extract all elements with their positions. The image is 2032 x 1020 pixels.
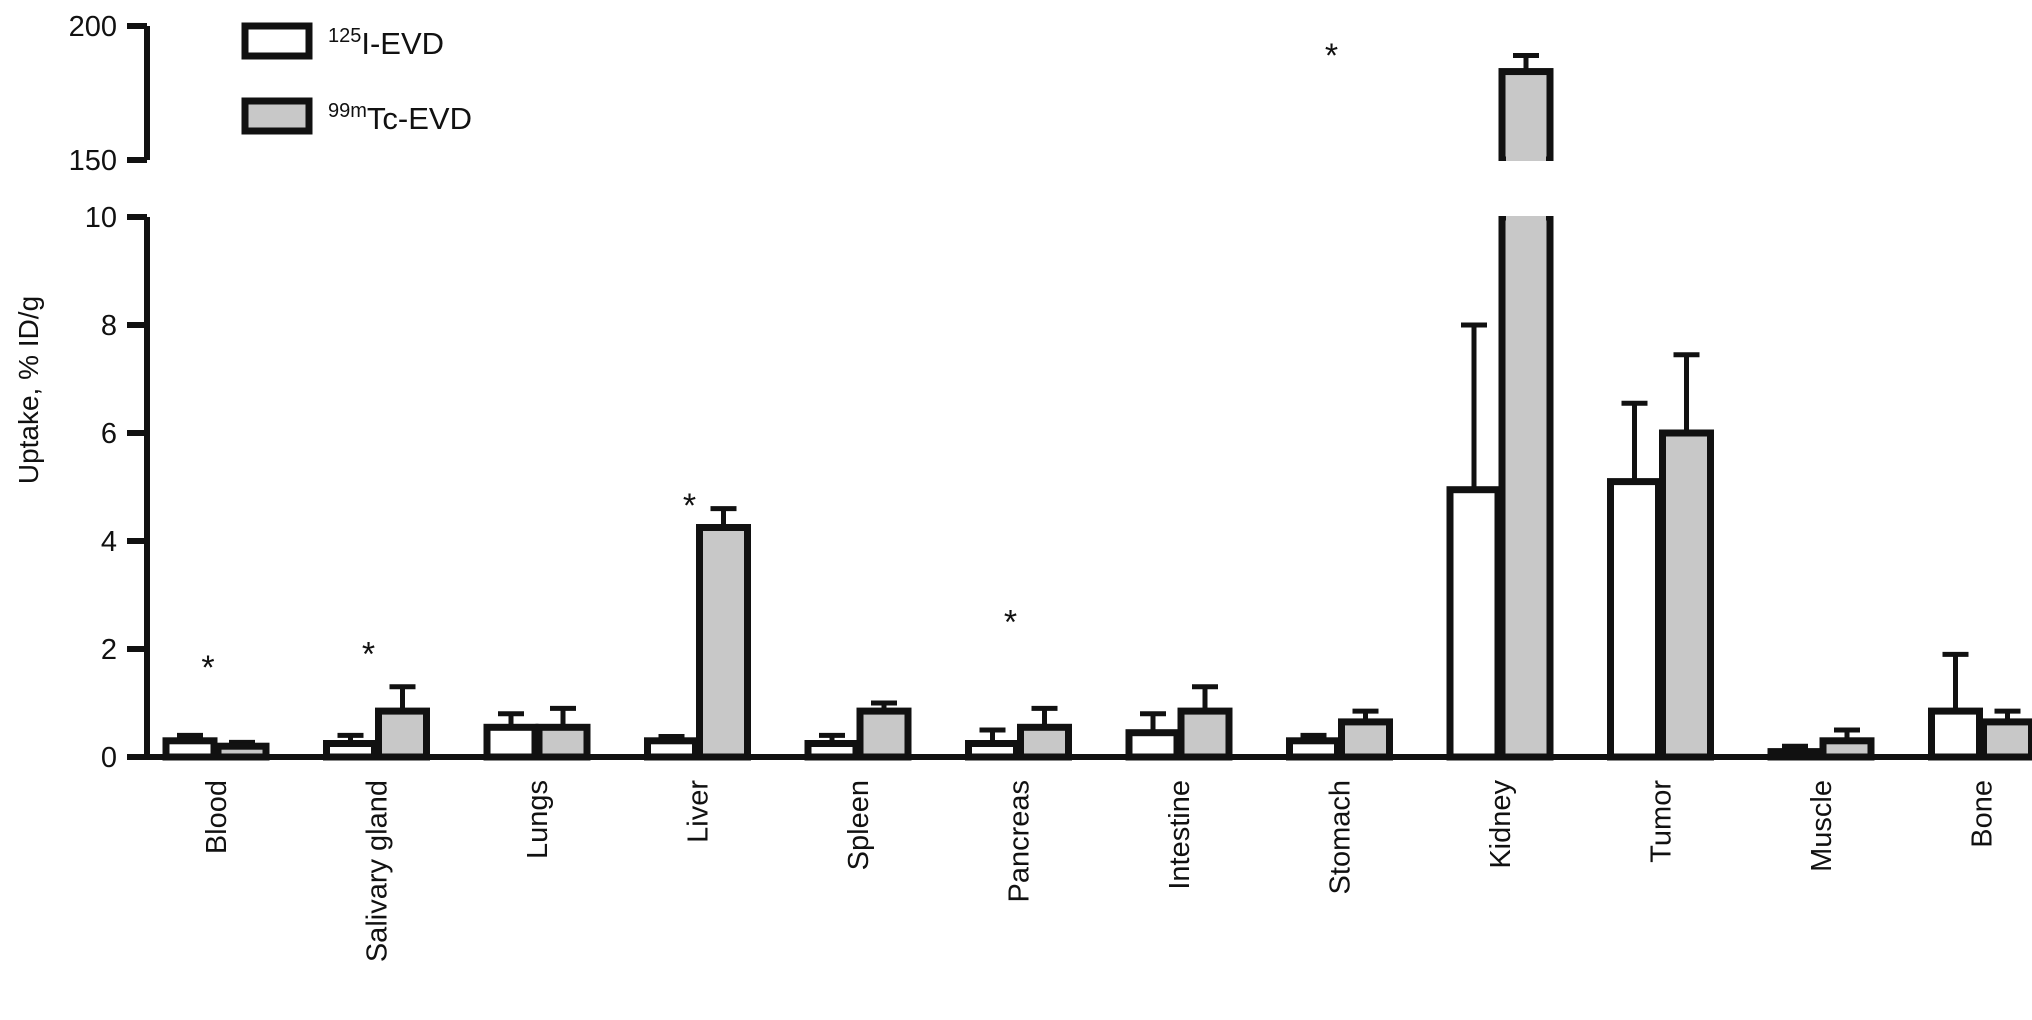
legend-label: 125I-EVD xyxy=(328,25,444,61)
bar xyxy=(1177,707,1233,761)
legend-swatch xyxy=(241,22,313,60)
bar xyxy=(1446,486,1502,761)
x-tick-labels: Blood Salivary gland Lungs Liver Spleen Pancr… xyxy=(201,780,1999,963)
bar xyxy=(965,740,1020,761)
x-tick-label: Muscle xyxy=(1806,780,1838,872)
bar-break-mask xyxy=(1506,213,1546,221)
y-tick-label: 150 xyxy=(69,145,117,177)
bar xyxy=(1767,748,1823,761)
y-tick-label: 200 xyxy=(69,11,117,43)
bar xyxy=(1607,478,1662,761)
bar xyxy=(162,737,218,761)
legend-label-superscript: 125 xyxy=(328,25,361,47)
y-tick-label: 4 xyxy=(101,526,117,558)
bar xyxy=(1928,707,1983,761)
bar xyxy=(1125,729,1181,761)
significance-asterisk: * xyxy=(201,649,214,687)
x-tick-label: Stomach xyxy=(1325,780,1357,894)
bar xyxy=(1286,737,1341,761)
bar xyxy=(375,707,430,761)
legend-label-superscript: 99m xyxy=(328,100,367,122)
bar xyxy=(214,742,270,761)
legend-label-text: I-EVD xyxy=(361,26,444,61)
x-tick-label: Lungs xyxy=(522,780,554,859)
x-tick-label: Liver xyxy=(683,780,715,843)
bar xyxy=(1819,737,1875,761)
bar-lower-segment xyxy=(1498,213,1554,761)
bar xyxy=(1980,718,2032,761)
legend: 125I-EVD 99mTc-EVD xyxy=(241,22,472,136)
bar xyxy=(323,740,378,761)
y-axis-label: Uptake, % ID/g xyxy=(13,296,44,484)
bar-break-mask xyxy=(1506,156,1546,164)
bars xyxy=(162,52,2032,761)
y-tick-label: 2 xyxy=(101,634,117,666)
bar xyxy=(1338,718,1393,761)
x-tick-label: Intestine xyxy=(1164,780,1196,890)
significance-asterisk: * xyxy=(683,487,696,525)
x-tick-label: Kidney xyxy=(1485,780,1517,869)
x-tick-label: Tumor xyxy=(1646,780,1678,863)
y-tick-label: 10 xyxy=(85,202,117,234)
bar xyxy=(483,723,539,761)
legend-label-text: Tc-EVD xyxy=(367,101,472,136)
significance-asterisk: * xyxy=(1004,603,1017,641)
x-tick-label: Spleen xyxy=(843,780,875,870)
significance-annotations: * * * * * xyxy=(201,37,1338,687)
bar xyxy=(535,723,591,761)
bar xyxy=(856,707,912,761)
y-tick-label: 8 xyxy=(101,310,117,342)
bar xyxy=(804,740,860,761)
significance-asterisk: * xyxy=(1325,37,1338,75)
significance-asterisk: * xyxy=(362,636,375,674)
y-tick-label: 0 xyxy=(101,742,117,774)
legend-swatch xyxy=(241,97,313,135)
x-tick-label: Bone xyxy=(1967,780,1999,848)
bar xyxy=(696,524,751,761)
y-tick-label: 6 xyxy=(101,418,117,450)
bar xyxy=(644,737,699,761)
bar-break-gap xyxy=(1496,161,1556,216)
bar xyxy=(1659,429,1714,761)
axes: 0 2 4 6 8 10 150 200 xyxy=(69,11,2020,774)
x-tick-label: Salivary gland xyxy=(362,780,394,962)
bar xyxy=(1017,723,1072,761)
legend-label: 99mTc-EVD xyxy=(328,100,472,136)
x-tick-label: Pancreas xyxy=(1004,780,1036,903)
x-tick-label: Blood xyxy=(201,780,233,854)
bar-upper-segment xyxy=(1498,68,1554,164)
